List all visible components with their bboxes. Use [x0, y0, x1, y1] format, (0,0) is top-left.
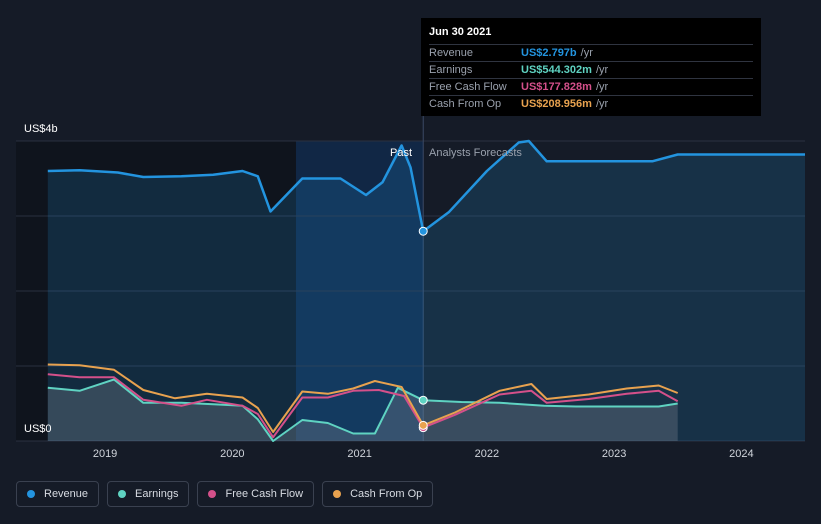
earnings-point	[418, 395, 428, 405]
cash-from-op-line	[47, 363, 679, 433]
past-label: Past	[390, 147, 413, 159]
tooltip-date: Jun 30 2021	[429, 26, 492, 38]
legend: Revenue Earnings Free Cash Flow Cash Fro…	[16, 481, 434, 507]
y-tick-label-top: US$4b	[24, 123, 58, 135]
tooltip-value: US$544.302m	[521, 64, 592, 76]
legend-dot-icon	[27, 490, 35, 498]
tooltip-value: US$2.797b	[521, 47, 577, 59]
x-tick-label: 2022	[474, 448, 500, 460]
revenue-area	[47, 141, 806, 441]
free-cash-flow-line	[47, 373, 679, 439]
tooltip-value: US$208.956m	[521, 98, 592, 110]
tooltip-label: Earnings	[429, 64, 473, 76]
cash-from-op-point	[418, 420, 428, 430]
legend-label: Cash From Op	[350, 488, 423, 500]
tooltip: Jun 30 2021 Revenue US$2.797b /yr Earnin…	[421, 18, 761, 116]
legend-dot-icon	[208, 490, 217, 498]
x-tick-label: 2020	[220, 448, 245, 460]
earnings-area	[47, 379, 678, 441]
legend-item-earnings[interactable]: Earnings	[107, 481, 190, 507]
markers-layer	[418, 226, 428, 433]
revenue-line	[47, 139, 805, 233]
tooltip-value: US$177.828m	[521, 81, 592, 93]
tooltip-row-free-cash-flow: Free Cash Flow US$177.828m /yr	[429, 78, 753, 95]
legend-label: Revenue	[44, 488, 89, 500]
y-tick-label-bottom: US$0	[24, 423, 52, 435]
legend-label: Free Cash Flow	[225, 488, 304, 500]
tooltip-row-revenue: Revenue US$2.797b /yr	[429, 44, 753, 61]
legend-item-revenue[interactable]: Revenue	[16, 481, 100, 507]
x-tick-label: 2023	[601, 448, 627, 460]
tooltip-row-cash-from-op: Cash From Op US$208.956m /yr	[429, 95, 753, 112]
x-tick-label: 2024	[729, 448, 754, 460]
tooltip-unit: /yr	[580, 47, 593, 59]
legend-item-cash-from-op[interactable]: Cash From Op	[322, 481, 434, 507]
analysts-forecasts-label: Analysts Forecasts	[429, 147, 522, 159]
tooltip-unit: /yr	[595, 81, 609, 93]
x-tick-label: 2019	[92, 448, 118, 460]
tooltip-unit: /yr	[595, 64, 609, 76]
revenue-point	[418, 226, 428, 236]
x-tick-label: 2021	[347, 448, 372, 460]
legend-dot-icon	[333, 490, 342, 498]
tooltip-label: Cash From Op	[429, 98, 502, 110]
legend-dot-icon	[118, 490, 127, 498]
legend-item-free-cash-flow[interactable]: Free Cash Flow	[197, 481, 315, 507]
area-layer	[47, 141, 806, 441]
tooltip-row-earnings: Earnings US$544.302m /yr	[429, 61, 753, 78]
legend-label: Earnings	[135, 488, 179, 500]
tooltip-label: Free Cash Flow	[429, 81, 507, 93]
tooltip-unit: /yr	[595, 98, 609, 110]
tooltip-label: Revenue	[429, 47, 474, 59]
series-lines-layer	[47, 139, 805, 442]
